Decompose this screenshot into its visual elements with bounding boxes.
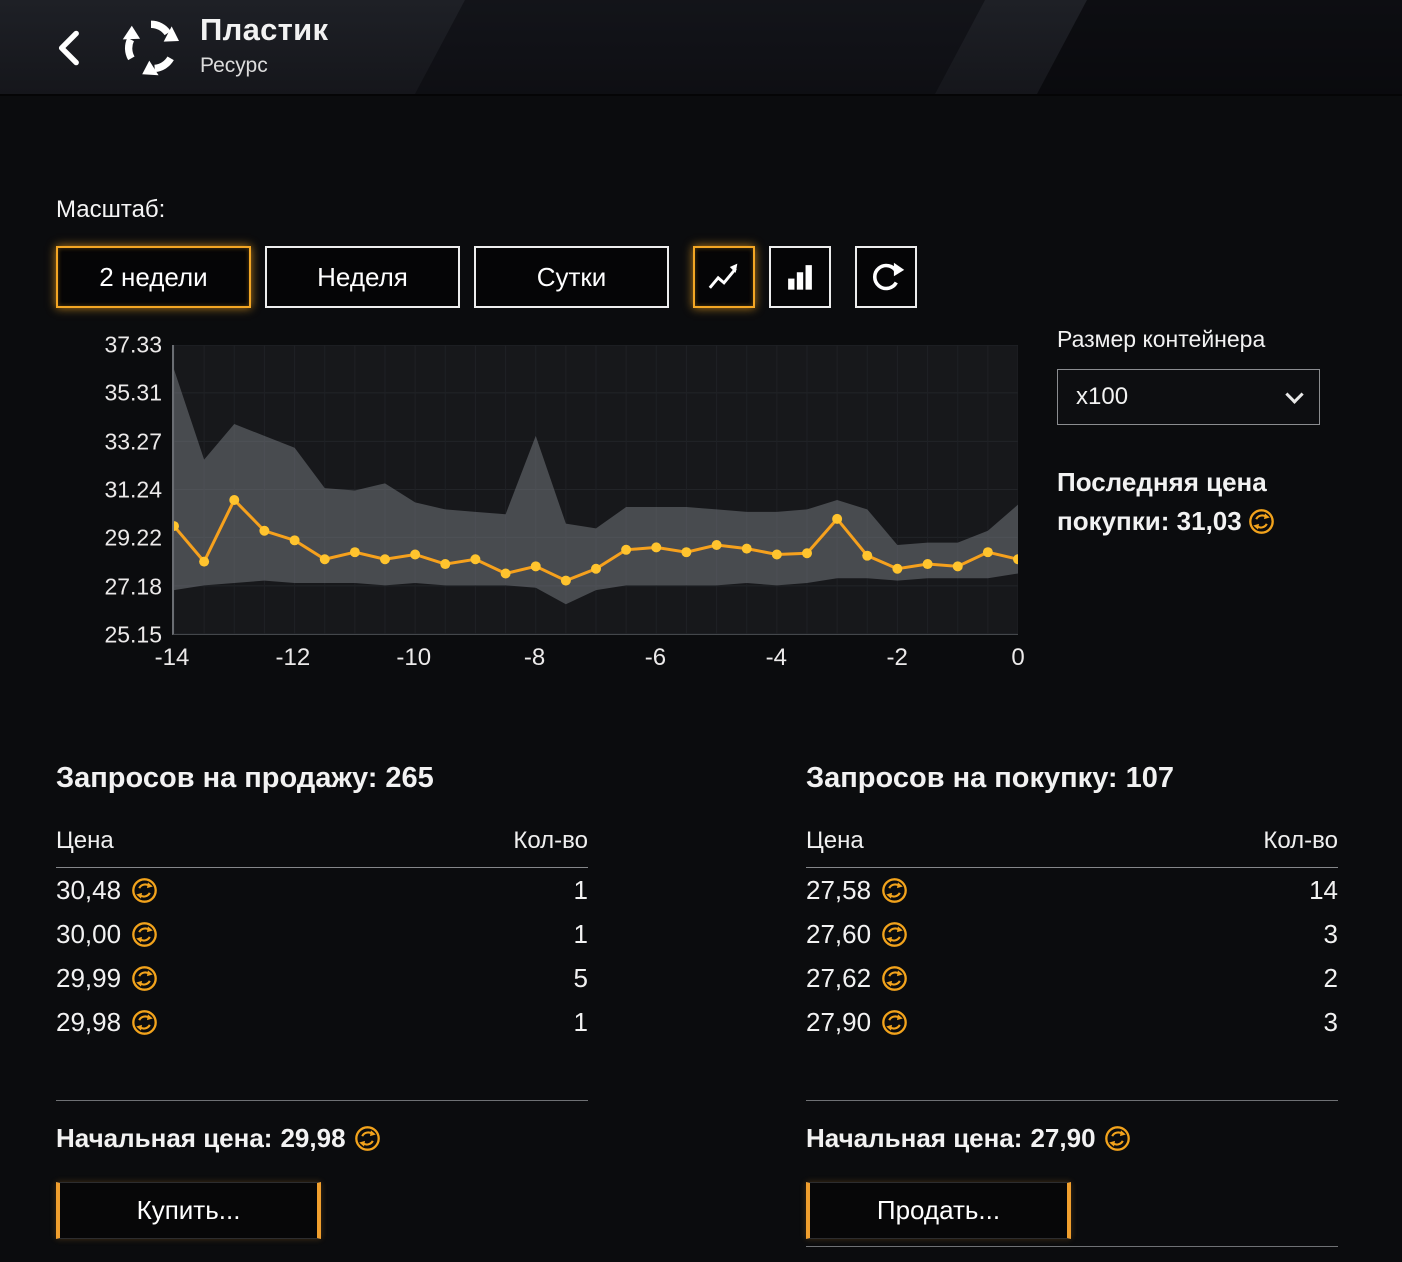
chart-y-axis-labels: 37.33 35.31 33.27 31.24 29.22 27.18 25.15: [104, 331, 162, 648]
container-size-dropdown[interactable]: x100: [1057, 369, 1320, 425]
order-qty: 5: [573, 962, 588, 993]
divider: [56, 1100, 588, 1101]
scale-row: 2 недели Неделя Сутки: [56, 246, 917, 308]
qty-column-header: Кол-во: [513, 827, 588, 854]
sell-requests-title: Запросов на продажу: 265: [56, 762, 434, 794]
container-size-panel: Размер контейнера x100 Последняя цена по…: [1057, 326, 1357, 541]
buy-table-header: Цена Кол-во: [806, 827, 1338, 868]
refresh-button[interactable]: [855, 246, 917, 308]
currency-coin-icon: [882, 877, 907, 903]
currency-coin-icon: [882, 1009, 907, 1035]
header-titles: Пластик Ресурс: [200, 12, 328, 78]
currency-coin-icon: [132, 921, 157, 947]
buy-order-row[interactable]: 27,60 3: [806, 912, 1338, 956]
order-qty: 3: [1323, 1006, 1338, 1037]
price-column-header: Цена: [56, 827, 114, 854]
buy-order-row[interactable]: 27,58 14: [806, 868, 1338, 912]
scale-2weeks-button[interactable]: 2 недели: [56, 246, 251, 308]
chart-x-axis-labels: -14 -12 -10 -8 -6 -4 -2 0: [154, 644, 1025, 671]
buy-button[interactable]: Купить...: [56, 1182, 321, 1239]
sell-order-row[interactable]: 30,48 1: [56, 868, 588, 912]
back-chevron-icon: [58, 30, 79, 66]
scale-label: Масштаб:: [56, 196, 166, 223]
last-purchase-price-value: 31,03: [1176, 506, 1242, 536]
price-column-header: Цена: [806, 827, 864, 854]
divider: [806, 1246, 1338, 1247]
last-purchase-price-label: Последняя цена покупки:: [1057, 467, 1267, 536]
initial-price-value: 29,98: [280, 1123, 346, 1153]
order-price: 29,99: [56, 962, 122, 993]
order-qty: 3: [1323, 918, 1338, 949]
order-price: 29,98: [56, 1006, 122, 1037]
buy-requests-section: Запросов на покупку: 107 Цена Кол-во 27,…: [806, 762, 1338, 1239]
currency-coin-icon: [354, 1126, 380, 1151]
recycle-icon: [116, 12, 186, 82]
topbar: Пластик Ресурс: [0, 0, 1402, 96]
price-chart: 37.33 35.31 33.27 31.24 29.22 27.18 25.15 -14-…: [56, 330, 1036, 682]
currency-coin-icon: [1248, 509, 1274, 534]
order-price: 30,00: [56, 918, 122, 949]
buy-order-row[interactable]: 27,62 2: [806, 956, 1338, 1000]
sell-table-header: Цена Кол-во: [56, 827, 588, 868]
currency-coin-icon: [882, 965, 907, 991]
chart-plot-area: [172, 345, 1018, 635]
sell-order-row[interactable]: 29,99 5: [56, 956, 588, 1000]
order-price: 27,60: [806, 918, 872, 949]
page-subtitle: Ресурс: [200, 54, 268, 77]
currency-coin-icon: [132, 965, 157, 991]
sell-requests-section: Запросов на продажу: 265 Цена Кол-во 30,…: [56, 762, 588, 1239]
scale-day-button[interactable]: Сутки: [474, 246, 669, 308]
refresh-icon: [872, 262, 905, 291]
bar-chart-icon: [788, 265, 812, 290]
initial-price-label: Начальная цена:: [56, 1123, 273, 1153]
bar-chart-view-button[interactable]: [769, 246, 831, 308]
order-qty: 1: [573, 918, 588, 949]
currency-coin-icon: [132, 877, 157, 903]
page-title: Пластик: [200, 12, 329, 47]
order-qty: 14: [1309, 874, 1338, 905]
currency-coin-icon: [1104, 1126, 1130, 1151]
sell-order-row[interactable]: 29,98 1: [56, 1000, 588, 1044]
currency-coin-icon: [882, 921, 907, 947]
sell-button[interactable]: Продать...: [806, 1182, 1071, 1239]
order-price: 27,90: [806, 1006, 872, 1037]
container-size-value: x100: [1076, 383, 1129, 410]
line-chart-view-button[interactable]: [693, 246, 755, 308]
initial-buy-price: Начальная цена: 27,90: [806, 1123, 1338, 1154]
order-price: 27,58: [806, 874, 872, 905]
buy-order-row[interactable]: 27,90 3: [806, 1000, 1338, 1044]
scale-week-button[interactable]: Неделя: [265, 246, 460, 308]
order-qty: 1: [573, 1006, 588, 1037]
initial-price-value: 27,90: [1030, 1123, 1096, 1153]
currency-coin-icon: [132, 1009, 157, 1035]
line-chart-icon: [708, 263, 738, 289]
order-price: 30,48: [56, 874, 122, 905]
order-qty: 2: [1323, 962, 1338, 993]
chevron-down-icon: [1285, 384, 1304, 404]
qty-column-header: Кол-во: [1263, 827, 1338, 854]
last-purchase-price: Последняя цена покупки: 31,03: [1057, 463, 1342, 541]
divider: [806, 1100, 1338, 1101]
container-size-label: Размер контейнера: [1057, 326, 1266, 352]
sell-order-row[interactable]: 30,00 1: [56, 912, 588, 956]
back-button[interactable]: [48, 26, 88, 70]
order-price: 27,62: [806, 962, 872, 993]
order-qty: 1: [573, 874, 588, 905]
initial-sell-price: Начальная цена: 29,98: [56, 1123, 588, 1154]
initial-price-label: Начальная цена:: [806, 1123, 1023, 1153]
buy-requests-title: Запросов на покупку: 107: [806, 762, 1175, 794]
